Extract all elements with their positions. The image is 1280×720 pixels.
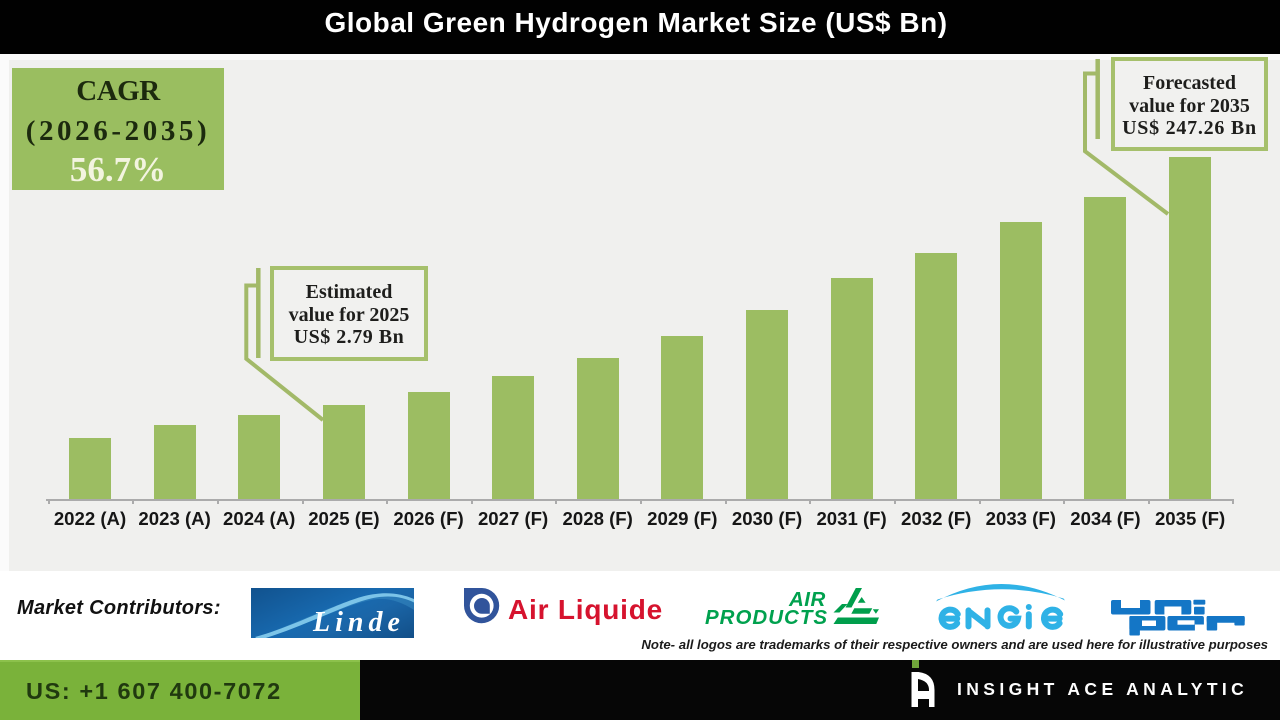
- svg-text:Air Liquide: Air Liquide: [508, 594, 663, 625]
- svg-text:AIR: AIR: [788, 588, 826, 611]
- svg-text:PRODUCTS: PRODUCTS: [705, 606, 828, 629]
- svg-text:Linde: Linde: [312, 607, 405, 638]
